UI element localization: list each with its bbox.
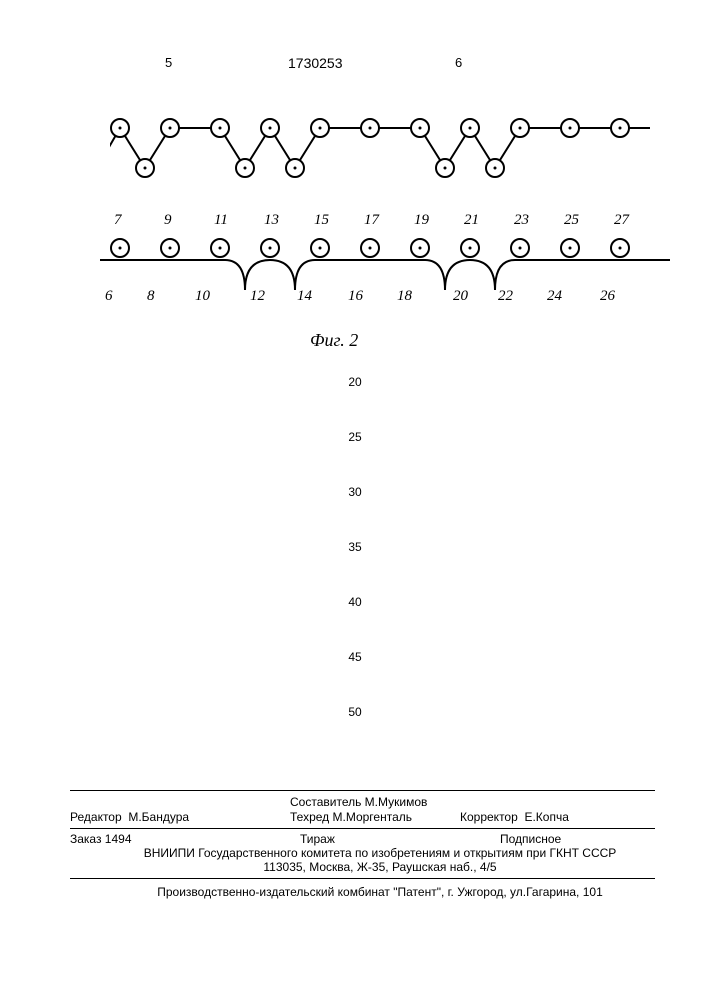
- needle-label-bottom: 24: [547, 288, 562, 305]
- line-number: 40: [340, 595, 370, 609]
- corrector-line: Корректор Е.Копча: [460, 810, 569, 824]
- needle-label-top: 17: [364, 212, 379, 229]
- needle-label-bottom: 18: [397, 288, 412, 305]
- needle-label-top: 15: [314, 212, 329, 229]
- divider: [70, 878, 655, 879]
- needle-label-top: 27: [614, 212, 629, 229]
- compiler-line: Составитель М.Мукимов: [290, 795, 427, 809]
- line-number: 45: [340, 650, 370, 664]
- page-col-right: 6: [455, 55, 462, 70]
- line-number: 25: [340, 430, 370, 444]
- needle-label-top: 23: [514, 212, 529, 229]
- line-number: 50: [340, 705, 370, 719]
- org-line-1: ВНИИПИ Государственного комитета по изоб…: [100, 846, 660, 860]
- page-col-left: 5: [165, 55, 172, 70]
- needle-label-bottom: 14: [297, 288, 312, 305]
- needle-label-top: 19: [414, 212, 429, 229]
- editor-label: Редактор М.Бандура: [70, 810, 189, 824]
- podpisnoe: Подписное: [500, 832, 561, 846]
- needle-label-top: 21: [464, 212, 479, 229]
- needle-label-bottom: 6: [105, 288, 113, 305]
- org-line-2: 113035, Москва, Ж-35, Раушская наб., 4/5: [100, 860, 660, 874]
- needle-label-bottom: 26: [600, 288, 615, 305]
- figure-label: Фиг. 2: [310, 330, 358, 351]
- needle-label-top: 13: [264, 212, 279, 229]
- line-number: 30: [340, 485, 370, 499]
- diagram-2: [100, 230, 680, 310]
- needle-label-top: 7: [114, 212, 122, 229]
- needle-label-bottom: 20: [453, 288, 468, 305]
- needle-label-bottom: 8: [147, 288, 155, 305]
- needle-label-bottom: 12: [250, 288, 265, 305]
- needle-label-top: 9: [164, 212, 172, 229]
- divider: [70, 828, 655, 829]
- org-line-3: Производственно-издательский комбинат "П…: [100, 885, 660, 899]
- needle-label-top: 25: [564, 212, 579, 229]
- order-num: Заказ 1494: [70, 832, 132, 846]
- tirazh: Тираж: [300, 832, 335, 846]
- diagram-1: [110, 110, 670, 190]
- needle-label-bottom: 16: [348, 288, 363, 305]
- needle-label-bottom: 10: [195, 288, 210, 305]
- tech-line: Техред М.Моргенталь: [290, 810, 412, 824]
- line-number: 20: [340, 375, 370, 389]
- divider: [70, 790, 655, 791]
- patent-number: 1730253: [288, 55, 343, 71]
- needle-label-top: 11: [214, 212, 228, 229]
- line-number: 35: [340, 540, 370, 554]
- needle-label-bottom: 22: [498, 288, 513, 305]
